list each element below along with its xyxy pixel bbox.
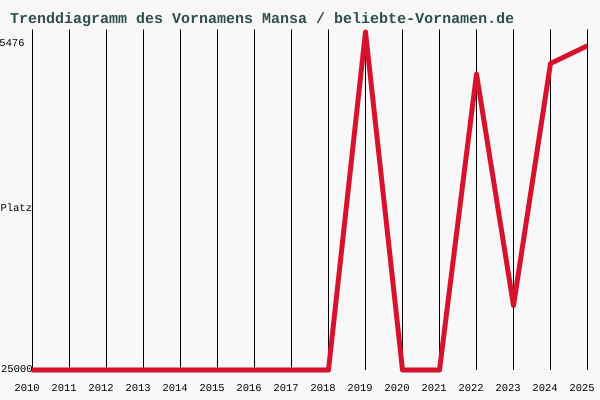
svg-text:2010: 2010 (14, 383, 39, 395)
svg-text:2011: 2011 (51, 383, 76, 395)
svg-text:2023: 2023 (495, 383, 520, 395)
svg-text:Platz: Platz (1, 203, 33, 215)
svg-text:2017: 2017 (273, 383, 298, 395)
svg-text:Trenddiagramm des Vornamens Ma: Trenddiagramm des Vornamens Mansa / beli… (10, 11, 514, 28)
svg-text:2015: 2015 (199, 383, 224, 395)
svg-text:2024: 2024 (532, 383, 557, 395)
svg-text:2022: 2022 (458, 383, 483, 395)
svg-text:2012: 2012 (88, 383, 113, 395)
svg-text:2020: 2020 (384, 383, 409, 395)
svg-text:2019: 2019 (347, 383, 372, 395)
svg-text:2016: 2016 (236, 383, 261, 395)
svg-text:25000: 25000 (1, 364, 33, 376)
svg-text:2025: 2025 (569, 383, 594, 395)
svg-text:2018: 2018 (310, 383, 335, 395)
svg-text:2014: 2014 (162, 383, 187, 395)
svg-text:2021: 2021 (421, 383, 446, 395)
svg-text:2013: 2013 (125, 383, 150, 395)
svg-text:5476: 5476 (0, 38, 25, 50)
